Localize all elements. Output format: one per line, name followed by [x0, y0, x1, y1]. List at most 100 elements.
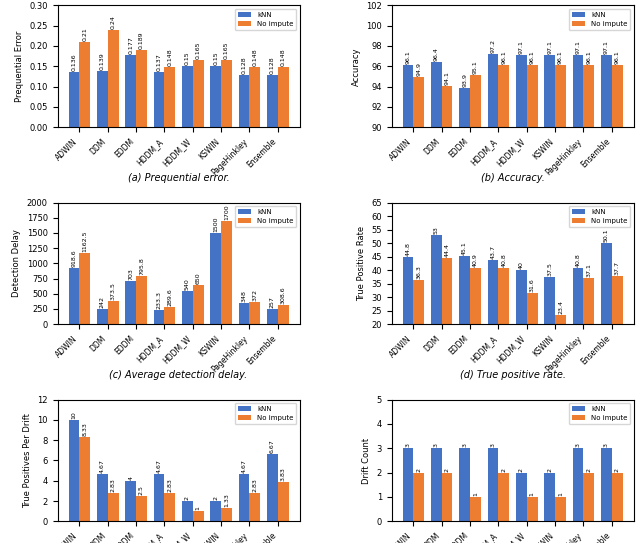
Text: 2: 2: [416, 468, 421, 472]
Bar: [499, 65, 509, 543]
Text: 1: 1: [530, 492, 534, 496]
Bar: [97, 71, 108, 127]
Bar: [516, 55, 527, 543]
Text: 4: 4: [128, 476, 133, 480]
Text: 96.1: 96.1: [530, 50, 534, 64]
Bar: [413, 280, 424, 378]
Bar: [601, 243, 612, 378]
Bar: [97, 310, 108, 324]
Text: 348: 348: [242, 290, 246, 302]
Text: 2.83: 2.83: [167, 478, 172, 491]
Bar: [527, 293, 538, 378]
Bar: [516, 472, 527, 521]
Text: 40.9: 40.9: [473, 253, 478, 267]
Bar: [267, 453, 278, 521]
Text: 6.67: 6.67: [270, 439, 275, 453]
Bar: [545, 55, 555, 543]
Bar: [68, 268, 79, 324]
Text: 97.2: 97.2: [490, 39, 495, 53]
Text: 50.1: 50.1: [604, 228, 609, 242]
Text: 0.148: 0.148: [252, 48, 257, 66]
Text: 795.8: 795.8: [139, 257, 144, 275]
Text: 289.6: 289.6: [167, 288, 172, 306]
Bar: [601, 449, 612, 521]
Text: 0.128: 0.128: [242, 56, 246, 74]
Text: 3: 3: [575, 443, 580, 447]
Bar: [431, 235, 442, 378]
Bar: [527, 65, 538, 543]
Bar: [499, 472, 509, 521]
Text: 0.165: 0.165: [224, 42, 229, 59]
Text: 0.15: 0.15: [213, 52, 218, 65]
Text: 540: 540: [185, 279, 190, 291]
Bar: [573, 268, 584, 378]
Bar: [413, 78, 424, 543]
Text: 4.67: 4.67: [157, 459, 161, 473]
Bar: [470, 497, 481, 521]
Text: 0.21: 0.21: [83, 27, 87, 41]
Text: 10: 10: [72, 411, 77, 419]
Text: 1: 1: [196, 506, 201, 510]
Text: 1162.5: 1162.5: [83, 231, 87, 252]
Bar: [442, 472, 452, 521]
Bar: [182, 501, 193, 521]
Text: 2: 2: [185, 496, 190, 500]
Text: 40: 40: [519, 261, 524, 269]
Text: 650: 650: [196, 272, 201, 283]
Bar: [601, 55, 612, 543]
Bar: [68, 72, 79, 127]
Text: (b) Accuracy.: (b) Accuracy.: [481, 173, 545, 184]
Bar: [584, 278, 595, 378]
Text: 2: 2: [586, 468, 591, 472]
Bar: [125, 55, 136, 127]
Bar: [612, 276, 623, 378]
Bar: [612, 65, 623, 543]
Bar: [136, 50, 147, 127]
Y-axis label: Detection Delay: Detection Delay: [12, 229, 21, 297]
Bar: [488, 449, 499, 521]
Bar: [193, 511, 204, 521]
Y-axis label: Drift Count: Drift Count: [362, 437, 371, 483]
Bar: [460, 449, 470, 521]
Text: 257: 257: [270, 296, 275, 307]
Bar: [612, 472, 623, 521]
Bar: [221, 508, 232, 521]
Bar: [413, 472, 424, 521]
Bar: [527, 497, 538, 521]
Bar: [154, 72, 164, 127]
Bar: [164, 493, 175, 521]
Text: 373.5: 373.5: [111, 282, 116, 300]
Bar: [239, 474, 250, 521]
Text: 2: 2: [445, 468, 449, 472]
Bar: [470, 75, 481, 543]
Bar: [79, 437, 90, 521]
Legend: kNN, No impute: kNN, No impute: [569, 403, 630, 424]
Bar: [555, 497, 566, 521]
Bar: [108, 30, 118, 127]
Bar: [584, 472, 595, 521]
Legend: kNN, No impute: kNN, No impute: [569, 9, 630, 30]
Text: 3: 3: [490, 443, 495, 447]
Text: 3: 3: [406, 443, 410, 447]
Bar: [211, 233, 221, 324]
Text: 703: 703: [128, 269, 133, 280]
Bar: [470, 268, 481, 378]
Text: 44.8: 44.8: [406, 242, 410, 256]
Text: 95.1: 95.1: [473, 61, 478, 74]
Bar: [488, 54, 499, 543]
Text: 3: 3: [434, 443, 439, 447]
Bar: [79, 254, 90, 324]
Bar: [278, 305, 289, 324]
Text: 96.1: 96.1: [501, 50, 506, 64]
Text: 3: 3: [462, 443, 467, 447]
Text: 1700: 1700: [224, 204, 229, 220]
Y-axis label: True Positive Rate: True Positive Rate: [356, 226, 365, 301]
Bar: [431, 449, 442, 521]
Bar: [499, 268, 509, 378]
Text: 36.3: 36.3: [416, 266, 421, 279]
Text: 308.6: 308.6: [281, 287, 285, 305]
Bar: [442, 258, 452, 378]
Bar: [211, 501, 221, 521]
Text: 31.6: 31.6: [530, 278, 534, 292]
Bar: [154, 310, 164, 324]
